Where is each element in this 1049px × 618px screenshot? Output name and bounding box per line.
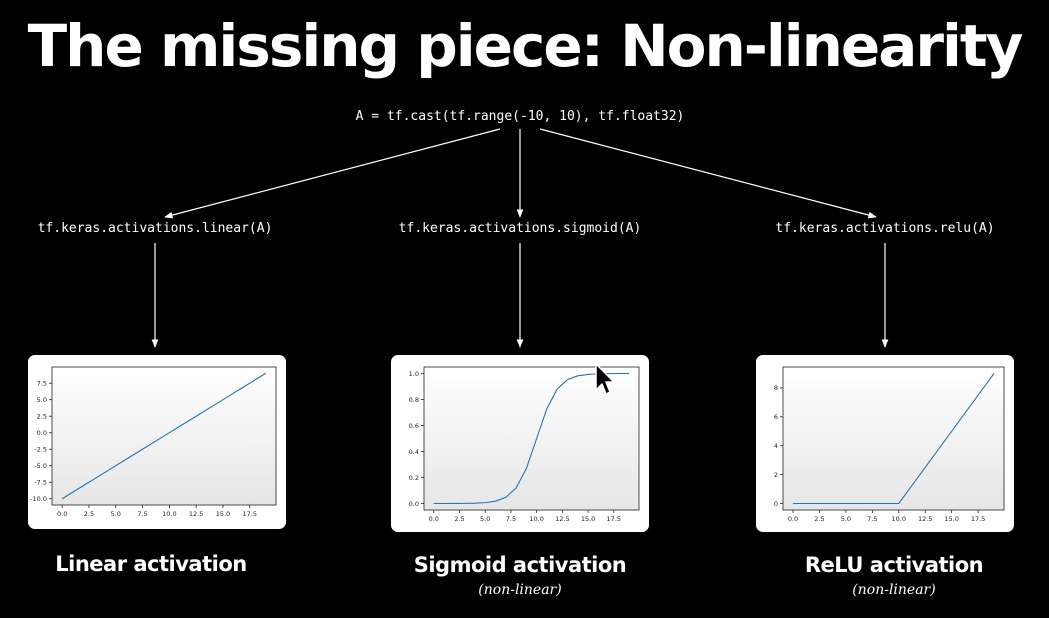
sigmoid-x-tick-label: 12.5 bbox=[555, 515, 569, 523]
sigmoid-x-tick-label: 0.0 bbox=[429, 515, 439, 523]
sigmoid-subcaption: (non-linear) bbox=[478, 582, 562, 598]
relu-code: tf.keras.activations.relu(A) bbox=[775, 221, 995, 236]
relu-x-tick-label: 0.0 bbox=[788, 515, 798, 523]
relu-plot-area bbox=[782, 366, 1005, 511]
relu-x-tick-label: 2.5 bbox=[814, 515, 824, 523]
relu-y-tick-label: 0 bbox=[774, 500, 778, 508]
linear-x-tick-label: 10.0 bbox=[162, 510, 176, 518]
sigmoid-y-tick-label: 1.0 bbox=[409, 370, 419, 378]
linear-series-line bbox=[61, 372, 267, 500]
sigmoid-plot: 0.0 2.5 5.0 7.5 10.0 12.5 15.0 17.5 1.0 0.8 0.6 0.4… bbox=[409, 366, 640, 523]
relu-y-tick-label: 8 bbox=[774, 384, 778, 392]
linear-code: tf.keras.activations.linear(A) bbox=[37, 221, 273, 236]
linear-plot-card: 0.0 2.5 5.0 7.5 10.0 12.5 15.0 17.5 7.5 5.0 2.5 0.0… bbox=[28, 355, 286, 529]
relu-x-tick-label: 17.5 bbox=[971, 515, 985, 523]
linear-y-tick-label: 5.0 bbox=[37, 396, 47, 404]
slide-title: The missing piece: Non-linearity bbox=[27, 12, 1024, 80]
sigmoid-plot-area bbox=[423, 366, 640, 511]
sigmoid-y-tick-label: 0.4 bbox=[409, 448, 419, 456]
linear-y-tick-label: 2.5 bbox=[37, 412, 47, 420]
arrow-to-relu bbox=[539, 128, 877, 219]
linear-x-tick-label: 0.0 bbox=[57, 510, 67, 518]
input-code: A = tf.cast(tf.range(-10, 10), tf.float3… bbox=[355, 109, 685, 124]
linear-y-tick-label: -2.5 bbox=[34, 446, 47, 454]
linear-x-tick-label: 17.5 bbox=[242, 510, 256, 518]
linear-x-tick-label: 15.0 bbox=[216, 510, 230, 518]
sigmoid-x-tick-label: 15.0 bbox=[581, 515, 595, 523]
sigmoid-x-tick-label: 5.0 bbox=[480, 515, 490, 523]
relu-x-tick-label: 10.0 bbox=[892, 515, 906, 523]
sigmoid-y-tick-label: 0.6 bbox=[409, 422, 419, 430]
sigmoid-y-tick-label: 0.2 bbox=[409, 474, 419, 482]
relu-x-tick-label: 7.5 bbox=[867, 515, 877, 523]
relu-x-tick-label: 12.5 bbox=[918, 515, 932, 523]
sigmoid-x-tick-label: 17.5 bbox=[607, 515, 621, 523]
linear-y-tick-label: -10.0 bbox=[30, 495, 47, 503]
linear-x-tick-label: 2.5 bbox=[84, 510, 94, 518]
sigmoid-code: tf.keras.activations.sigmoid(A) bbox=[398, 221, 642, 236]
linear-caption: Linear activation bbox=[55, 552, 247, 576]
relu-series-line bbox=[793, 373, 995, 505]
linear-y-tick-label: 7.5 bbox=[37, 379, 47, 387]
relu-x-tick-label: 15.0 bbox=[944, 515, 958, 523]
linear-y-tick-label: -7.5 bbox=[34, 479, 47, 487]
relu-plot: 0.0 2.5 5.0 7.5 10.0 12.5 15.0 17.5 8 6 4 2 0 bbox=[774, 366, 1005, 523]
relu-caption: ReLU activation bbox=[804, 553, 984, 577]
mouse-cursor-icon bbox=[595, 363, 615, 395]
linear-x-tick-label: 5.0 bbox=[111, 510, 121, 518]
sigmoid-y-tick-label: 0.8 bbox=[409, 396, 419, 404]
sigmoid-x-tick-label: 7.5 bbox=[506, 515, 516, 523]
sigmoid-caption: Sigmoid activation bbox=[413, 553, 627, 577]
relu-subcaption: (non-linear) bbox=[852, 582, 936, 598]
sigmoid-x-tick-label: 10.0 bbox=[529, 515, 543, 523]
relu-y-tick-label: 2 bbox=[774, 471, 778, 479]
sigmoid-x-tick-label: 2.5 bbox=[454, 515, 464, 523]
sigmoid-y-tick-label: 0.0 bbox=[409, 500, 419, 508]
linear-x-tick-label: 7.5 bbox=[137, 510, 147, 518]
relu-x-tick-label: 5.0 bbox=[841, 515, 851, 523]
linear-y-tick-label: 0.0 bbox=[37, 429, 47, 437]
relu-plot-card: 0.0 2.5 5.0 7.5 10.0 12.5 15.0 17.5 8 6 4 2 0 bbox=[756, 355, 1014, 532]
linear-plot: 0.0 2.5 5.0 7.5 10.0 12.5 15.0 17.5 7.5 5.0 2.5 0.0… bbox=[30, 366, 277, 518]
linear-x-tick-label: 12.5 bbox=[189, 510, 203, 518]
sigmoid-plot-card: 0.0 2.5 5.0 7.5 10.0 12.5 15.0 17.5 1.0 0.8 0.6 0.4… bbox=[391, 355, 649, 532]
relu-y-tick-label: 6 bbox=[774, 413, 778, 421]
relu-y-tick-label: 4 bbox=[774, 442, 778, 450]
arrow-to-linear bbox=[164, 128, 501, 219]
linear-y-tick-label: -5.0 bbox=[34, 462, 47, 470]
